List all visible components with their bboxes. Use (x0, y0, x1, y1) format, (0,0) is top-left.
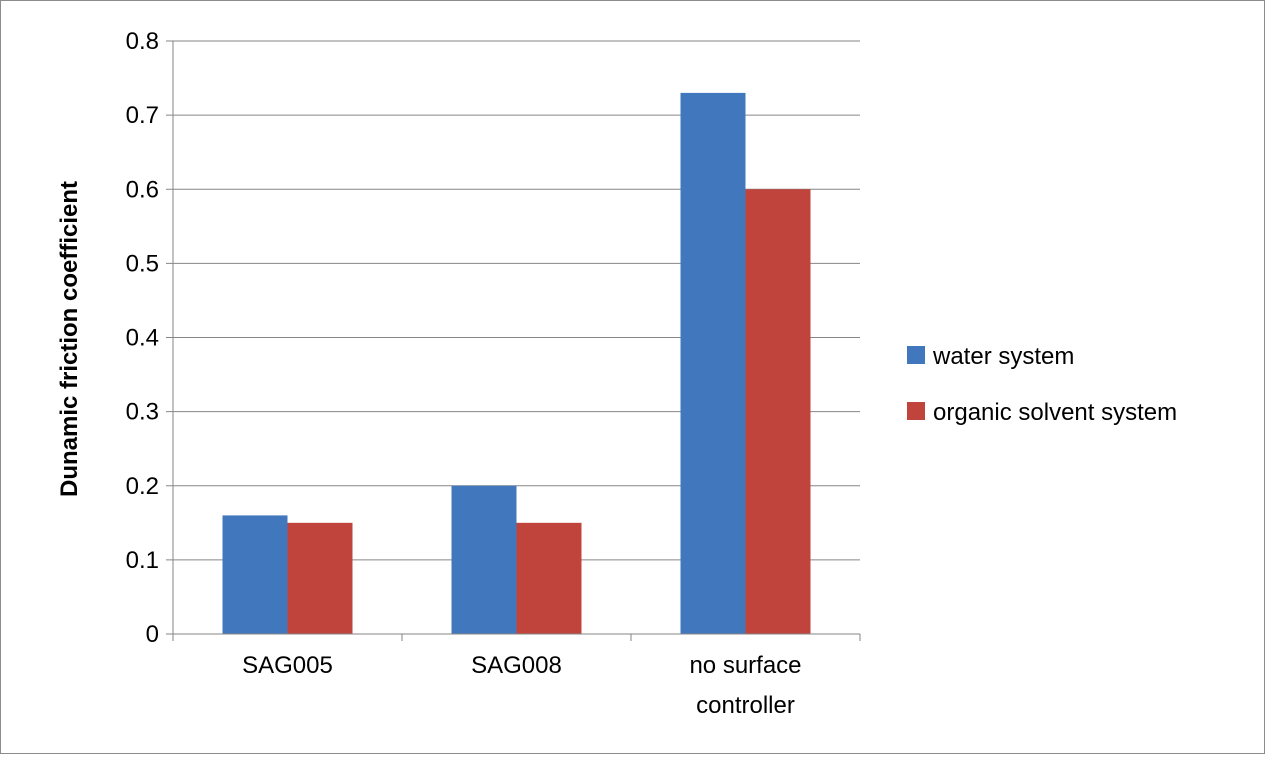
y-tick-label: 0.2 (126, 473, 159, 500)
bar (680, 92, 746, 634)
y-tick-label: 0.7 (126, 102, 159, 129)
legend-label: water system (932, 343, 1074, 370)
bar (222, 515, 288, 634)
x-category-labels: SAG005 SAG008 no surface controller (242, 652, 801, 719)
y-tick-label: 0.8 (126, 28, 159, 55)
legend-swatch (907, 402, 925, 420)
bar (745, 189, 811, 634)
x-category-label: no surface controller (689, 652, 801, 719)
y-tick-label: 0 (146, 621, 159, 648)
legend-label: organic solvent system (933, 399, 1177, 426)
y-axis-label: Dunamic friction coefficient (56, 181, 83, 497)
bar (516, 522, 582, 634)
x-category-label: SAG008 (471, 652, 562, 679)
bar (451, 485, 517, 634)
y-tick-label: 0.4 (126, 325, 159, 352)
legend: water system organic solvent system (907, 343, 1177, 426)
x-category-label: SAG005 (242, 652, 333, 679)
y-tick-label: 0.6 (126, 176, 159, 203)
y-tick-label: 0.3 (126, 399, 159, 426)
y-tick-label: 0.1 (126, 547, 159, 574)
y-tick-label: 0.5 (126, 250, 159, 277)
y-tick-labels: 0 0.1 0.2 0.3 0.4 0.5 0.6 0.7 0.8 (126, 28, 159, 648)
bars (222, 92, 811, 634)
gridlines (173, 40, 860, 561)
bar (287, 522, 353, 634)
axes (166, 40, 861, 641)
legend-swatch (907, 346, 925, 364)
